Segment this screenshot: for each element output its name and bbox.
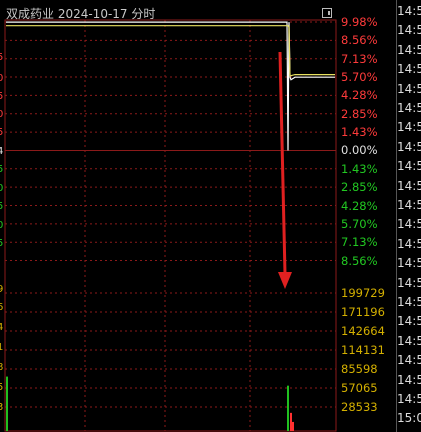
time-label: 14:5 bbox=[397, 333, 421, 348]
price-axis-label: 7.13% bbox=[341, 235, 378, 250]
time-label: 14:5 bbox=[397, 256, 421, 271]
chart-grid bbox=[5, 20, 336, 431]
price-axis-label: 7.13% bbox=[341, 51, 378, 66]
average-price-line bbox=[6, 25, 335, 77]
chart-frame bbox=[4, 19, 337, 432]
time-label: 14:5 bbox=[397, 236, 421, 251]
time-label: 14:5 bbox=[397, 4, 421, 18]
price-axis-label: 2.85% bbox=[341, 106, 378, 121]
volume-axis-label: 142664 bbox=[341, 324, 385, 338]
time-label: 14:5 bbox=[397, 139, 421, 154]
price-axis-label: 9.98% bbox=[341, 15, 378, 29]
left-axis-fragment: 5 bbox=[0, 52, 4, 63]
left-axis-fragment: 5 bbox=[0, 127, 4, 138]
time-label: 14:5 bbox=[397, 23, 421, 38]
left-axis-fragment: 5 bbox=[0, 238, 4, 249]
time-label: 14:5 bbox=[397, 42, 421, 57]
page-title: 双成药业 2024-10-17 分时 bbox=[6, 7, 156, 21]
left-axis-fragment: 6 bbox=[0, 302, 4, 313]
time-label: 14:5 bbox=[397, 372, 421, 387]
left-axis-fragment: 4 bbox=[0, 146, 4, 157]
left-axis-fragment: 5 bbox=[0, 91, 4, 102]
left-axis-fragment: 0 bbox=[0, 183, 4, 194]
time-label: 14:5 bbox=[397, 392, 421, 406]
volume-bars bbox=[6, 376, 294, 431]
price-axis-label: 4.28% bbox=[341, 88, 378, 103]
left-axis-fragments: 5 0 5 0 5 4 5 0 5 0 5 9 6 4 1 8 5 3 bbox=[0, 0, 6, 432]
time-label: 14:5 bbox=[397, 353, 421, 368]
panel-toggle-icon[interactable] bbox=[322, 8, 332, 18]
left-axis-fragment: 9 bbox=[0, 284, 4, 295]
time-label: 14:5 bbox=[397, 81, 421, 96]
volume-bar bbox=[287, 385, 289, 431]
time-label: 15:0 bbox=[397, 411, 421, 426]
time-label: 14:5 bbox=[397, 120, 421, 135]
chart-title-bar: 双成药业 2024-10-17 分时 bbox=[0, 0, 335, 21]
price-axis-label: 1.43% bbox=[341, 161, 378, 176]
volume-bar bbox=[6, 376, 8, 431]
left-axis-fragment: 8 bbox=[0, 362, 4, 373]
volume-axis-label: 114131 bbox=[341, 343, 385, 357]
price-axis-label: 2.85% bbox=[341, 180, 378, 195]
time-label: 14:5 bbox=[397, 314, 421, 329]
volume-axis-label: 28533 bbox=[341, 400, 378, 414]
time-label: 14:5 bbox=[397, 178, 421, 193]
left-axis-fragment: 5 bbox=[0, 201, 4, 212]
price-axis-label: 5.70% bbox=[341, 216, 378, 231]
price-line bbox=[6, 21, 335, 151]
price-axis-label: 8.56% bbox=[341, 33, 378, 48]
left-axis-fragment: 1 bbox=[0, 342, 4, 353]
volume-bar bbox=[292, 421, 294, 431]
volume-axis-label: 85598 bbox=[341, 362, 378, 376]
left-axis-fragment: 0 bbox=[0, 220, 4, 231]
volume-axis-label: 57065 bbox=[341, 381, 378, 395]
left-axis-fragment: 0 bbox=[0, 109, 4, 120]
time-column: 14:5 14:5 14:5 14:5 14:5 14:5 14:5 14:5 14:5 14:5… bbox=[396, 0, 421, 432]
price-axis-label: 0.00% bbox=[341, 143, 378, 158]
price-axis-label: 8.56% bbox=[341, 253, 378, 268]
volume-bar bbox=[290, 412, 292, 431]
time-label: 14:5 bbox=[397, 295, 421, 309]
annotation-arrow bbox=[278, 51, 292, 289]
time-label: 14:5 bbox=[397, 101, 421, 115]
volume-axis-label: 171196 bbox=[341, 305, 385, 319]
price-axis-label: 1.43% bbox=[341, 125, 378, 140]
time-label: 14:5 bbox=[397, 275, 421, 290]
left-axis-fragment: 0 bbox=[0, 73, 4, 84]
price-axis-label: 5.70% bbox=[341, 70, 378, 85]
time-label: 14:5 bbox=[397, 159, 421, 174]
left-axis-fragment: 3 bbox=[0, 402, 4, 413]
left-axis-fragment: 4 bbox=[0, 322, 4, 333]
volume-axis-label: 199729 bbox=[341, 286, 385, 300]
time-label: 14:5 bbox=[397, 62, 421, 77]
left-axis-fragment: 5 bbox=[0, 164, 4, 175]
price-axis-label: 4.28% bbox=[341, 198, 378, 213]
time-label: 14:5 bbox=[397, 198, 421, 212]
left-axis-fragment: 5 bbox=[0, 382, 4, 393]
time-label: 14:5 bbox=[397, 217, 421, 232]
